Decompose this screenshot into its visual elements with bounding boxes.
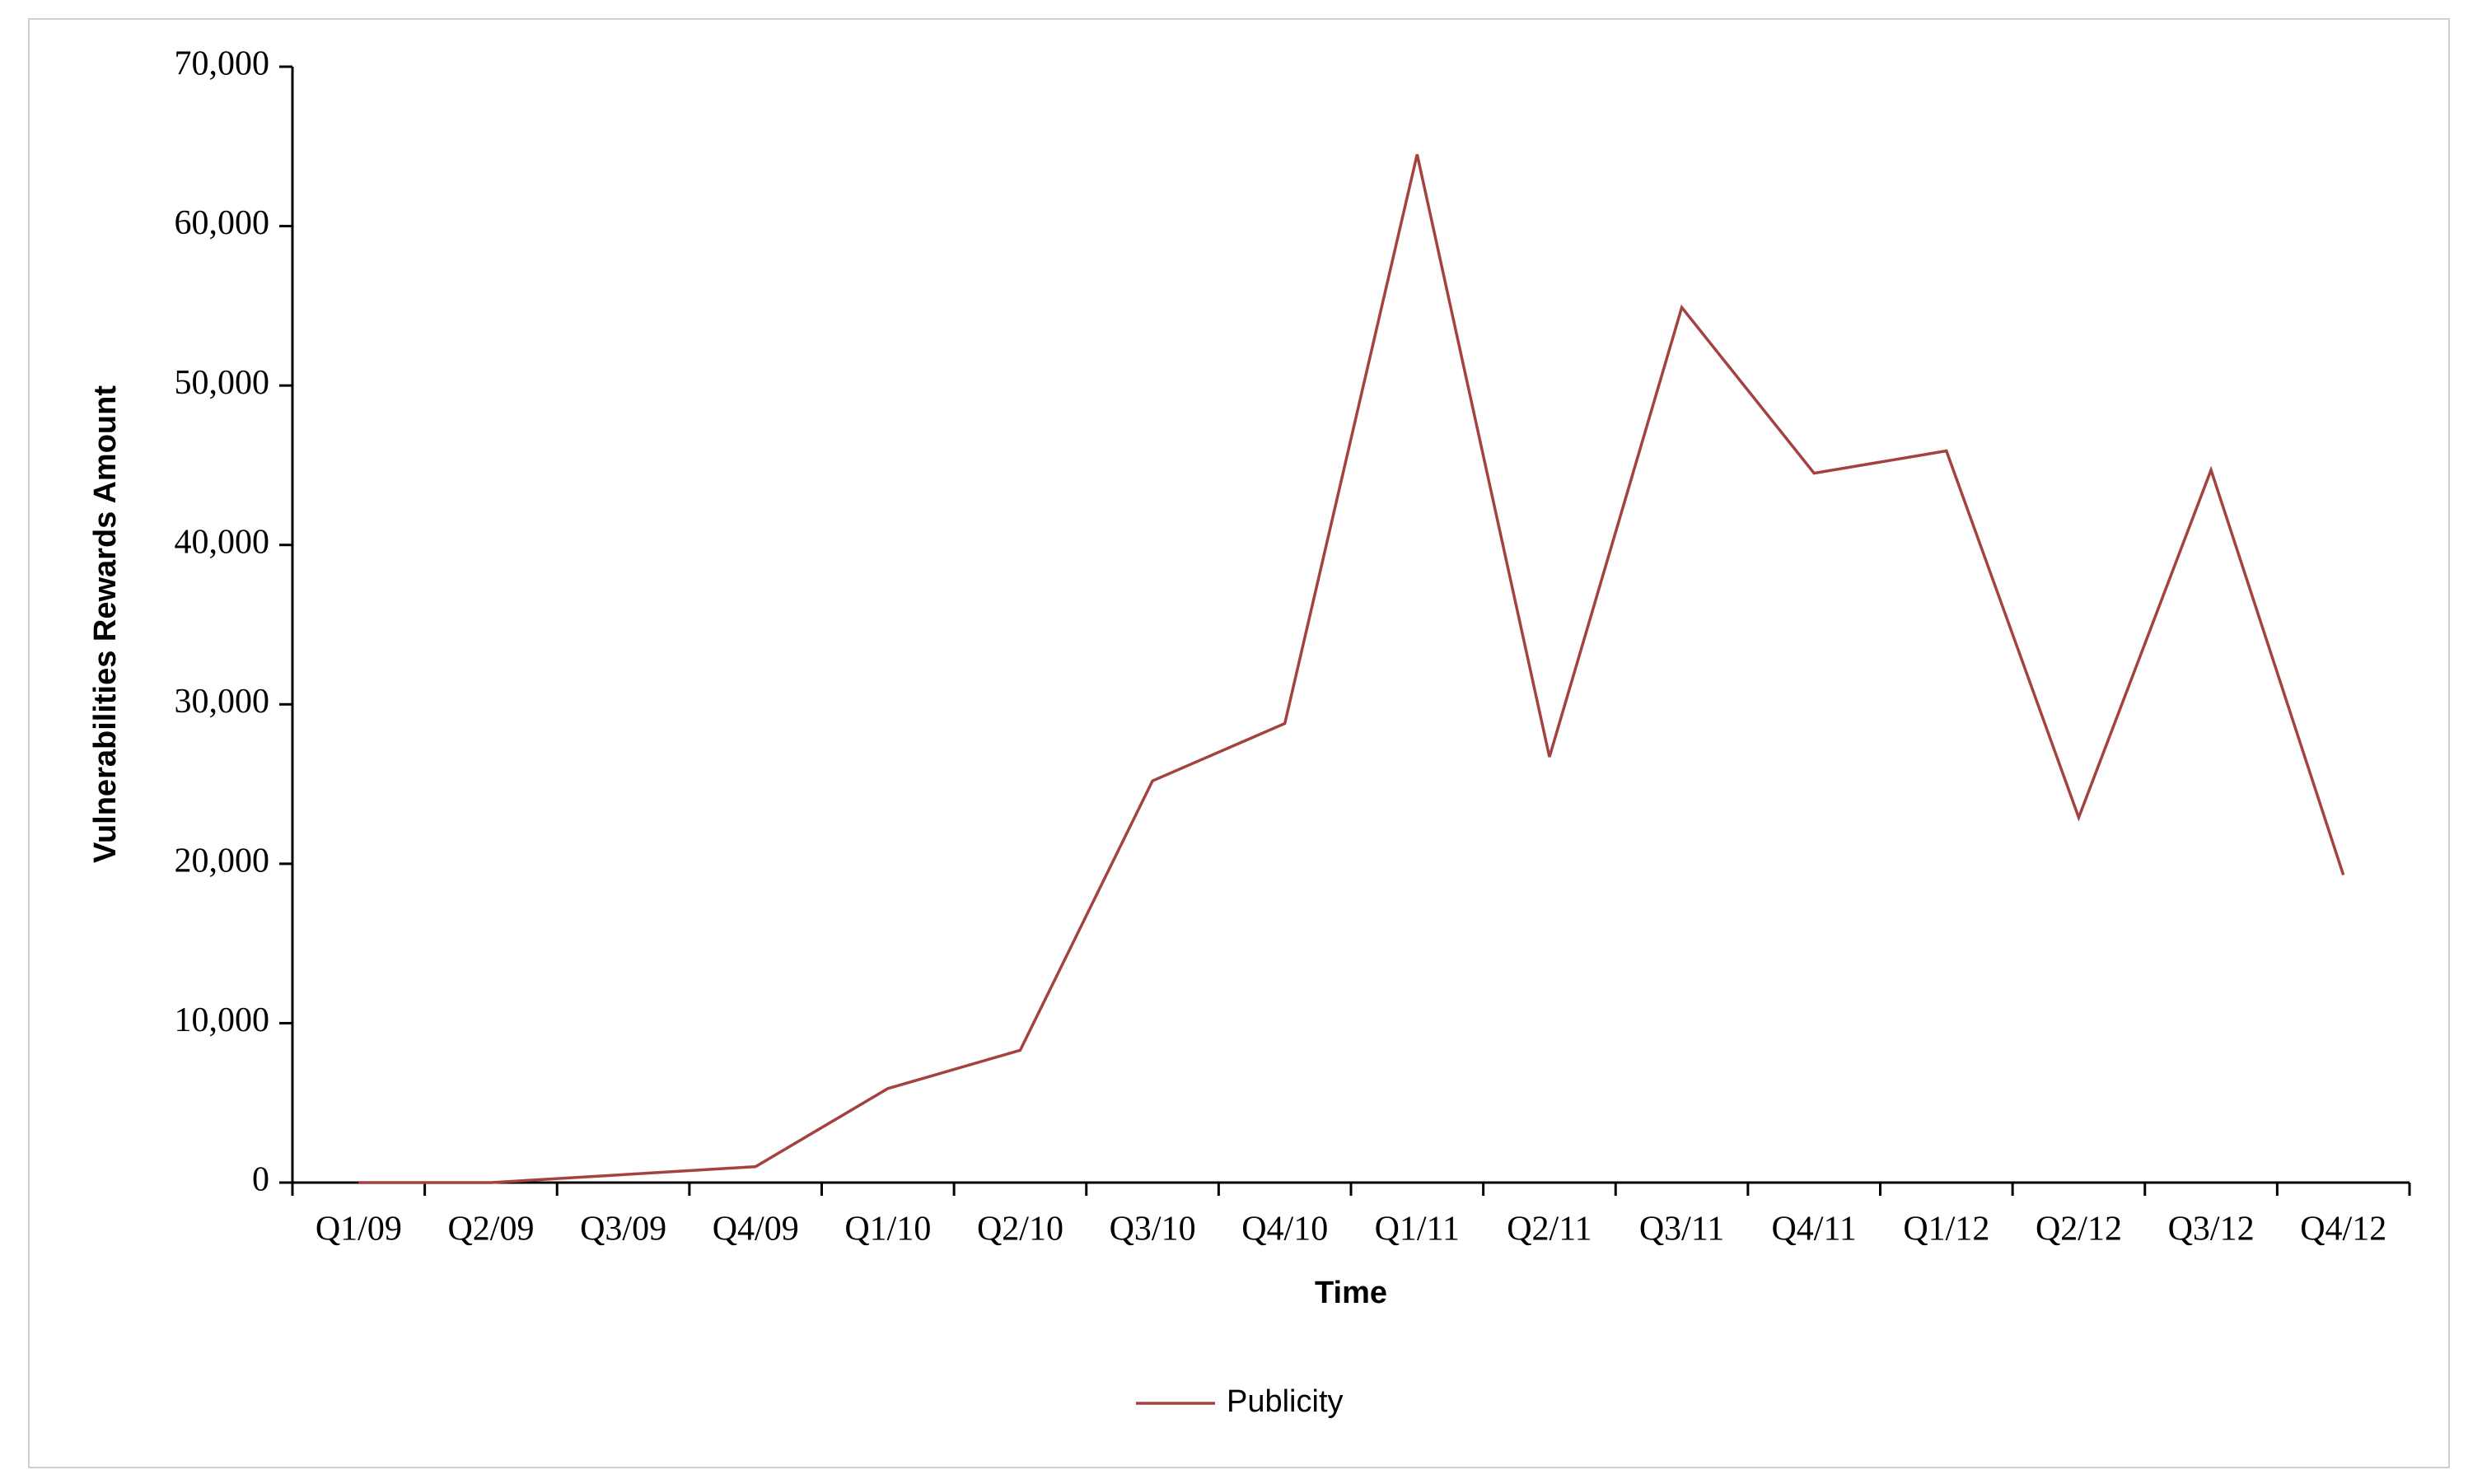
x-tick-label: Q1/10	[844, 1211, 931, 1248]
x-axis-title: Time	[1315, 1276, 1387, 1310]
x-tick-label: Q2/10	[977, 1211, 1063, 1248]
y-tick-label: 40,000	[175, 523, 270, 561]
x-tick-label: Q3/11	[1639, 1211, 1724, 1248]
y-tick-label: 20,000	[175, 842, 270, 880]
x-tick-label: Q1/09	[316, 1211, 402, 1248]
legend-label: Publicity	[1227, 1384, 1344, 1419]
x-tick-label: Q4/11	[1771, 1211, 1856, 1248]
y-tick-label: 60,000	[175, 204, 270, 242]
y-tick-label: 70,000	[175, 45, 270, 83]
y-axis-title: Vulnerabilities Rewards Amount	[88, 385, 123, 863]
y-tick-label: 0	[252, 1161, 269, 1199]
data-line	[358, 154, 2345, 1184]
x-tick-label: Q1/11	[1375, 1211, 1460, 1248]
x-tick-label: Q4/10	[1241, 1211, 1328, 1248]
x-tick-label: Q4/12	[2300, 1211, 2386, 1248]
x-tick-label: Q4/09	[713, 1211, 799, 1248]
x-tick-label: Q3/10	[1110, 1211, 1196, 1248]
y-tick-label: 50,000	[175, 364, 270, 402]
y-tick-label: 10,000	[175, 1001, 270, 1039]
x-tick-label: Q1/12	[1903, 1211, 1989, 1248]
x-tick-label: Q3/09	[580, 1211, 666, 1248]
y-tick-label: 30,000	[175, 683, 270, 721]
x-tick-label: Q2/12	[2036, 1211, 2122, 1248]
x-tick-label: Q2/09	[447, 1211, 534, 1248]
x-tick-label: Q2/11	[1507, 1211, 1592, 1248]
x-tick-label: Q3/12	[2168, 1211, 2255, 1248]
